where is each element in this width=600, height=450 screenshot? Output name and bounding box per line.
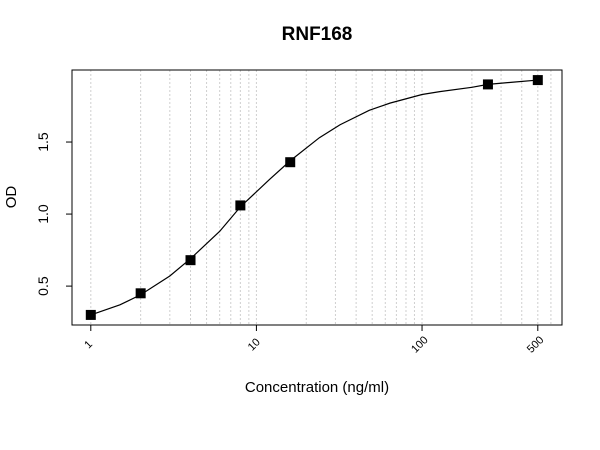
x-tick-label: 500 (525, 334, 546, 355)
y-tick-label: 0.5 (35, 276, 51, 296)
x-axis-label: Concentration (ng/ml) (245, 379, 389, 396)
y-tick-label: 1.0 (35, 204, 51, 224)
data-point (285, 157, 296, 168)
x-tick-label: 10 (246, 336, 263, 353)
data-point (185, 255, 196, 266)
data-point (235, 200, 246, 211)
y-axis-label: OD (3, 186, 20, 209)
x-tick-label: 100 (409, 334, 430, 355)
plot-frame (71, 69, 563, 326)
y-tick-label: 1.5 (35, 132, 51, 152)
x-tick-label: 1 (82, 338, 95, 351)
fit-curve (90, 79, 538, 316)
data-point (135, 288, 146, 299)
chart-title: RNF168 (282, 24, 353, 45)
